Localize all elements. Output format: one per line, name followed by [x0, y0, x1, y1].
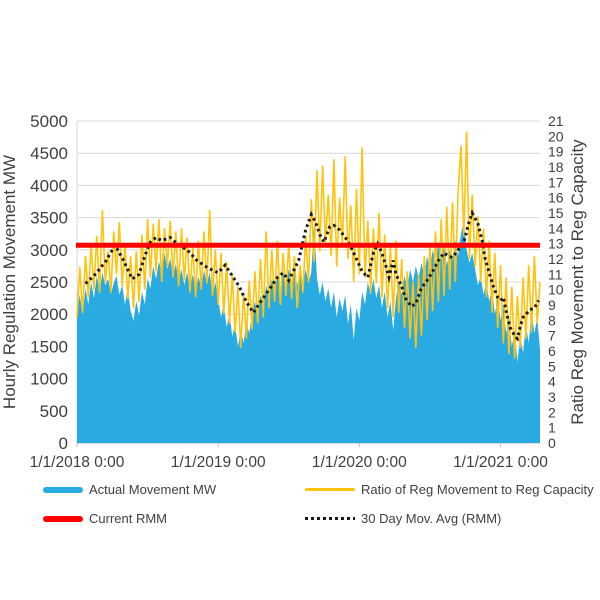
svg-text:4000: 4000	[30, 176, 68, 195]
legend-label-moving-avg: 30 Day Mov. Avg (RMM)	[361, 511, 502, 526]
svg-text:20: 20	[548, 128, 564, 144]
legend-item-moving-avg: 30 Day Mov. Avg (RMM)	[305, 511, 501, 526]
svg-text:5: 5	[548, 358, 556, 374]
svg-text:7: 7	[548, 328, 556, 344]
svg-text:3000: 3000	[30, 241, 68, 260]
legend-label-current-rmm: Current RMM	[89, 511, 168, 526]
legend-item-current-rmm: Current RMM	[43, 511, 167, 526]
svg-text:6: 6	[548, 343, 556, 359]
svg-text:3: 3	[548, 389, 556, 405]
legend-item-actual-movement: Actual Movement MW	[43, 482, 216, 497]
legend-label-ratio: Ratio of Reg Movement to Reg Capacity	[361, 482, 594, 497]
svg-text:8: 8	[548, 312, 556, 328]
svg-text:14: 14	[548, 220, 564, 236]
right-axis-title: Ratio Reg Movement to Reg Capacity	[568, 139, 587, 425]
svg-text:16: 16	[548, 190, 564, 206]
svg-text:0: 0	[59, 434, 68, 453]
svg-text:4: 4	[548, 374, 556, 390]
svg-text:19: 19	[548, 144, 564, 160]
legend-item-ratio: Ratio of Reg Movement to Reg Capacity	[305, 482, 594, 497]
svg-text:1/1/2018 0:00: 1/1/2018 0:00	[30, 454, 125, 471]
svg-text:1500: 1500	[30, 337, 68, 356]
svg-text:15: 15	[548, 205, 564, 221]
svg-text:9: 9	[548, 297, 556, 313]
svg-text:4500: 4500	[30, 144, 68, 163]
svg-text:13: 13	[548, 236, 564, 252]
svg-text:12: 12	[548, 251, 564, 267]
legend-swatch-dotted-line	[305, 517, 355, 520]
svg-text:500: 500	[40, 402, 68, 421]
svg-text:1/1/2021 0:00: 1/1/2021 0:00	[453, 454, 548, 471]
svg-text:21: 21	[548, 113, 564, 129]
left-axis-title: Hourly Regulation Movement MW	[0, 155, 19, 409]
svg-text:2000: 2000	[30, 305, 68, 324]
legend-label-actual-movement: Actual Movement MW	[89, 482, 217, 497]
svg-text:1: 1	[548, 420, 556, 436]
svg-text:5000: 5000	[30, 112, 68, 131]
svg-text:3500: 3500	[30, 209, 68, 228]
legend-swatch-yellow-line	[305, 488, 355, 491]
svg-text:0: 0	[548, 435, 556, 451]
svg-text:18: 18	[548, 159, 564, 175]
legend-swatch-blue-area	[43, 486, 83, 493]
svg-text:2: 2	[548, 404, 556, 420]
svg-text:1/1/2020 0:00: 1/1/2020 0:00	[312, 454, 407, 471]
svg-text:11: 11	[548, 266, 563, 282]
svg-text:2500: 2500	[30, 273, 68, 292]
svg-text:1000: 1000	[30, 370, 68, 389]
svg-text:10: 10	[548, 282, 564, 298]
svg-text:17: 17	[548, 174, 564, 190]
svg-text:1/1/2019 0:00: 1/1/2019 0:00	[171, 454, 266, 471]
legend-swatch-red-line	[43, 515, 83, 522]
